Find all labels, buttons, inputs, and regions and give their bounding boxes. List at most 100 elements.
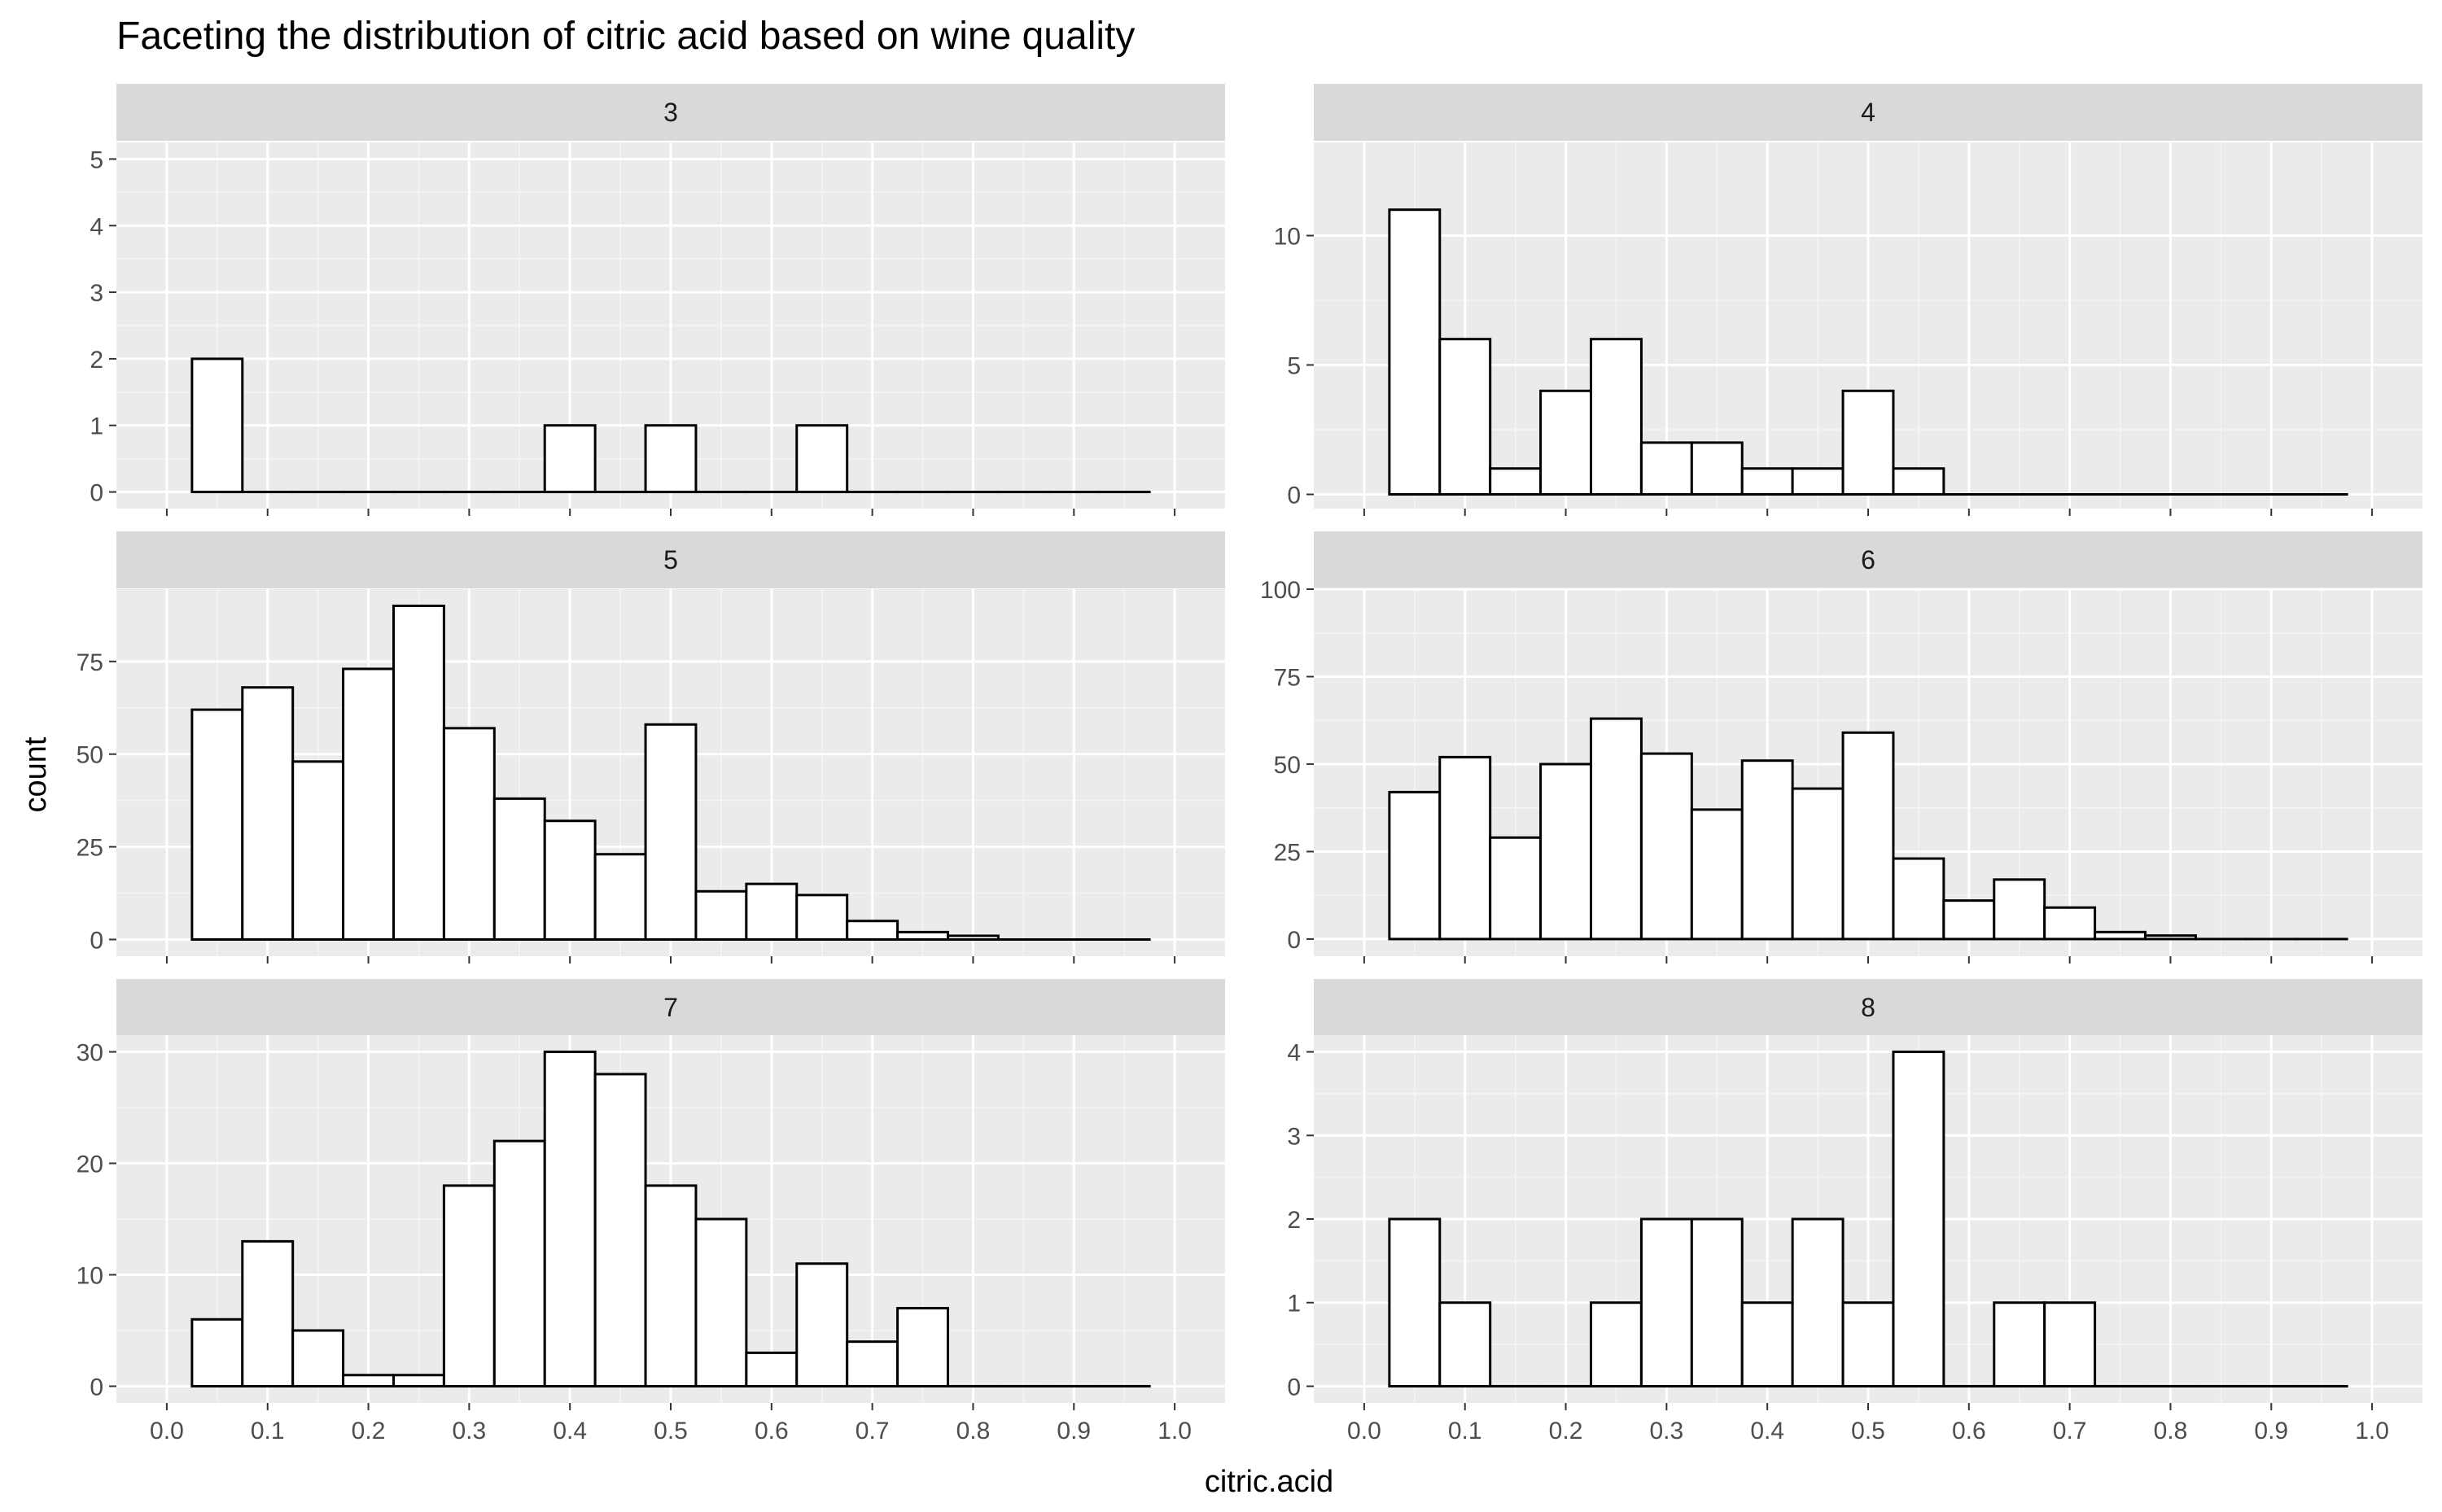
y-tick-label: 1 xyxy=(90,413,103,440)
histogram-bar xyxy=(1843,391,1893,494)
x-tick-label: 0.5 xyxy=(654,1418,688,1444)
x-tick-label: 0.9 xyxy=(2254,1418,2288,1444)
x-tick-label: 0.1 xyxy=(251,1418,285,1444)
histogram-bar xyxy=(1843,1303,1893,1387)
x-tick-label: 0.9 xyxy=(1057,1418,1091,1444)
histogram-bar xyxy=(1490,837,1541,939)
x-tick-label: 0.3 xyxy=(453,1418,487,1444)
histogram-bar xyxy=(444,1186,494,1387)
histogram-bar xyxy=(545,1052,595,1387)
histogram-bar xyxy=(394,1375,444,1387)
histogram-bar xyxy=(646,724,696,939)
histogram-bar xyxy=(293,762,344,940)
histogram-bar xyxy=(696,891,746,939)
histogram-bar xyxy=(1541,764,1591,939)
y-tick-label: 1 xyxy=(1287,1291,1301,1318)
y-tick-label: 0 xyxy=(90,928,103,955)
histogram-bar xyxy=(2146,936,2196,939)
y-tick-label: 3 xyxy=(1287,1123,1301,1150)
histogram-bar xyxy=(293,1331,344,1386)
x-tick-label: 0.5 xyxy=(1851,1418,1885,1444)
y-tick-label: 0 xyxy=(1287,927,1301,954)
y-tick-label: 100 xyxy=(1260,577,1301,604)
histogram-bar xyxy=(1994,1303,2045,1387)
histogram-bar xyxy=(1792,789,1843,939)
histogram-bar xyxy=(1591,339,1642,495)
y-tick-label: 0 xyxy=(1287,483,1301,509)
facet-strip-label: 7 xyxy=(663,993,678,1022)
histogram-bar xyxy=(1641,1219,1691,1386)
x-tick-label: 0.3 xyxy=(1650,1418,1684,1444)
histogram-bar xyxy=(494,1141,545,1386)
facet-strip-label: 4 xyxy=(1861,98,1875,127)
histogram-bar xyxy=(797,895,847,940)
histogram-bar xyxy=(1591,719,1642,939)
histogram-bar xyxy=(1389,792,1440,939)
histogram-bar xyxy=(1541,391,1591,494)
histogram-bar xyxy=(1742,469,1792,495)
y-tick-label: 0 xyxy=(90,1374,103,1401)
facet-strip-label: 6 xyxy=(1861,545,1875,575)
histogram-bar xyxy=(797,1264,847,1387)
y-tick-label: 4 xyxy=(1287,1040,1301,1067)
histogram-bar xyxy=(1893,469,1944,495)
histogram-bar xyxy=(696,1219,746,1386)
histogram-bar xyxy=(1591,1303,1642,1387)
histogram-bar xyxy=(797,426,847,492)
y-tick-label: 75 xyxy=(1274,664,1301,691)
y-tick-label: 10 xyxy=(1274,223,1301,250)
histogram-bar xyxy=(344,669,394,940)
histogram-bar xyxy=(192,1319,243,1386)
histogram-bar xyxy=(1691,443,1742,495)
y-tick-label: 75 xyxy=(77,649,103,676)
y-tick-label: 3 xyxy=(90,280,103,307)
histogram-bar xyxy=(746,1352,797,1386)
histogram-bar xyxy=(2095,932,2146,939)
histogram-bar xyxy=(847,1342,898,1387)
chart-title: Faceting the distribution of citric acid… xyxy=(116,15,1135,58)
histogram-bar xyxy=(646,1186,696,1387)
histogram-bar xyxy=(2045,1303,2095,1387)
x-tick-label: 1.0 xyxy=(2355,1418,2389,1444)
x-tick-label: 0.8 xyxy=(2154,1418,2188,1444)
histogram-bar xyxy=(192,359,243,492)
histogram-bar xyxy=(595,854,646,940)
histogram-bar xyxy=(1792,469,1843,495)
histogram-bar xyxy=(243,688,293,940)
histogram-bar xyxy=(1440,757,1490,939)
x-tick-label: 0.7 xyxy=(856,1418,890,1444)
x-tick-label: 1.0 xyxy=(1158,1418,1192,1444)
x-tick-label: 0.4 xyxy=(553,1418,587,1444)
y-tick-label: 10 xyxy=(77,1262,103,1289)
x-tick-label: 0.7 xyxy=(2053,1418,2087,1444)
histogram-bar xyxy=(1440,1303,1490,1387)
y-tick-label: 20 xyxy=(77,1151,103,1178)
histogram-bar xyxy=(1641,443,1691,495)
x-tick-label: 0.4 xyxy=(1750,1418,1784,1444)
histogram-bar xyxy=(1440,339,1490,495)
y-tick-label: 5 xyxy=(1287,352,1301,379)
histogram-bar xyxy=(545,821,595,940)
facet-strip-label: 3 xyxy=(663,98,678,127)
histogram-bar xyxy=(1893,859,1944,939)
histogram-bar xyxy=(1389,1219,1440,1386)
histogram-bar xyxy=(646,426,696,492)
histogram-bar xyxy=(1843,732,1893,939)
histogram-bar xyxy=(192,710,243,939)
y-tick-label: 2 xyxy=(90,347,103,374)
histogram-bar xyxy=(948,936,999,940)
x-tick-label: 0.1 xyxy=(1448,1418,1482,1444)
histogram-bar xyxy=(494,798,545,939)
y-tick-label: 50 xyxy=(1274,752,1301,779)
x-tick-label: 0.0 xyxy=(150,1418,184,1444)
histogram-bar xyxy=(746,884,797,939)
y-tick-label: 2 xyxy=(1287,1207,1301,1234)
facet-strip-label: 8 xyxy=(1861,993,1875,1022)
histogram-bar xyxy=(394,606,444,940)
histogram-bar xyxy=(595,1074,646,1387)
y-tick-label: 0 xyxy=(90,480,103,507)
